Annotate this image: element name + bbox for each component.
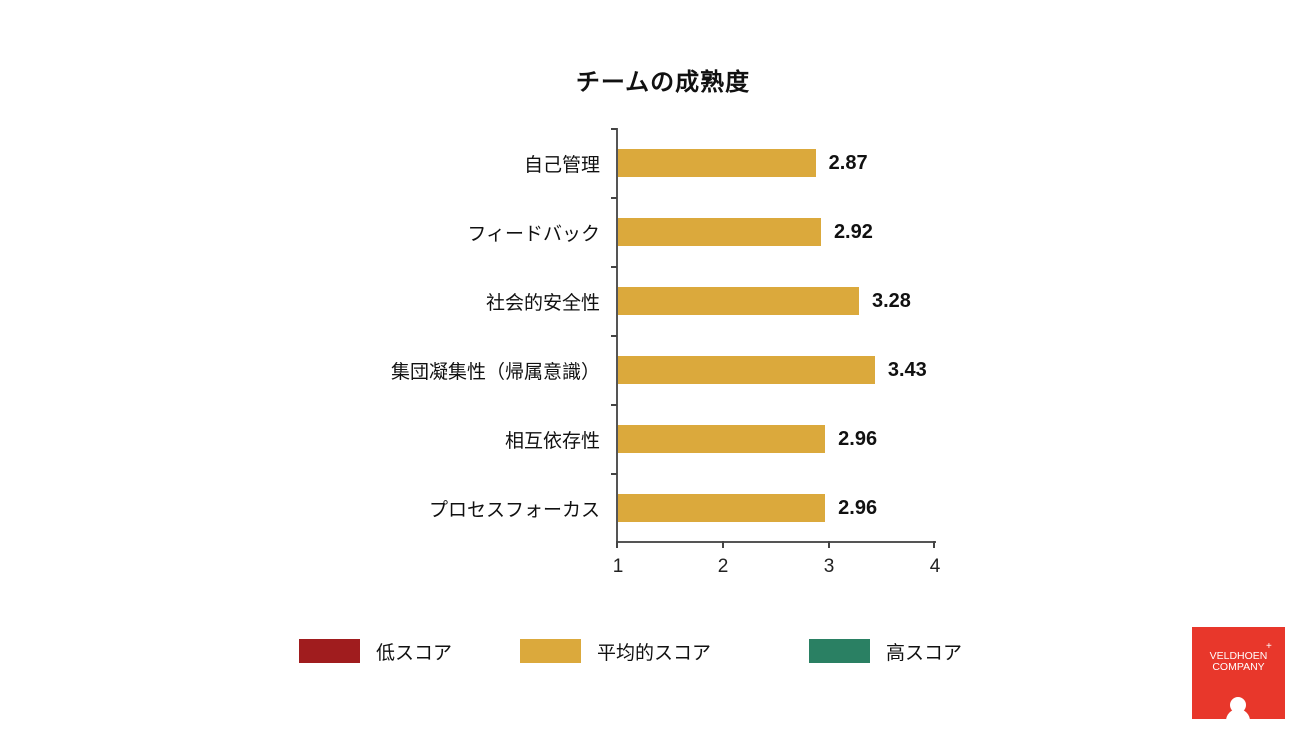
bar-chart: 1 2 3 4 自己管理 2.87 フィードバック 2.92 社会的安全性 3.… [390, 128, 941, 577]
category-label: フィードバック [467, 223, 600, 245]
y-tick [611, 335, 617, 337]
x-tick [722, 541, 724, 548]
value-label: 2.96 [838, 497, 878, 519]
category-label: 自己管理 [523, 154, 600, 176]
x-tick [933, 541, 935, 548]
y-tick [611, 473, 617, 475]
legend-label: 平均的スコア [597, 641, 712, 664]
company-logo: + VELDHOEN COMPANY [1192, 627, 1285, 719]
x-tick-label: 2 [717, 556, 729, 577]
legend-label: 高スコア [886, 641, 963, 664]
bar [618, 149, 816, 177]
value-label: 3.43 [887, 359, 927, 381]
legend-swatch [520, 639, 581, 663]
bar [618, 425, 826, 453]
logo-plus-icon: + [1266, 641, 1272, 652]
y-tick [611, 197, 617, 199]
chart-title: チームの成熟度 [575, 68, 751, 96]
logo-text: VELDHOEN COMPANY [1192, 651, 1285, 673]
y-tick [611, 128, 617, 130]
legend-swatch [809, 639, 870, 663]
bar [618, 494, 826, 522]
legend-swatch [299, 639, 360, 663]
legend-item-high: 高スコア [809, 638, 962, 664]
category-label: 集団凝集性（帰属意識） [390, 361, 600, 383]
x-axis [616, 541, 936, 543]
legend-item-average: 平均的スコア [520, 638, 711, 664]
x-tick-label: 4 [929, 556, 941, 577]
bar [618, 287, 859, 315]
y-tick [611, 404, 617, 406]
y-tick [611, 266, 617, 268]
bar [618, 218, 821, 246]
x-tick-label: 1 [612, 556, 624, 577]
bar [618, 356, 875, 384]
category-label: プロセスフォーカス [428, 499, 600, 521]
x-tick [616, 541, 618, 548]
legend-label: 低スコア [376, 641, 453, 664]
category-label: 社会的安全性 [485, 292, 600, 314]
value-label: 2.87 [828, 152, 868, 174]
keyhole-base-icon [1226, 709, 1250, 719]
x-tick [828, 541, 830, 548]
value-label: 2.96 [838, 428, 878, 450]
category-label: 相互依存性 [504, 430, 600, 452]
legend-item-low: 低スコア [299, 638, 452, 664]
legend: 低スコア 平均的スコア 高スコア [0, 638, 1300, 668]
x-tick-label: 3 [823, 556, 835, 577]
y-axis [616, 128, 618, 543]
logo-line-1: VELDHOEN [1209, 650, 1268, 662]
value-label: 3.28 [871, 290, 911, 312]
value-label: 2.92 [833, 221, 873, 243]
logo-line-2: COMPANY [1212, 661, 1265, 673]
